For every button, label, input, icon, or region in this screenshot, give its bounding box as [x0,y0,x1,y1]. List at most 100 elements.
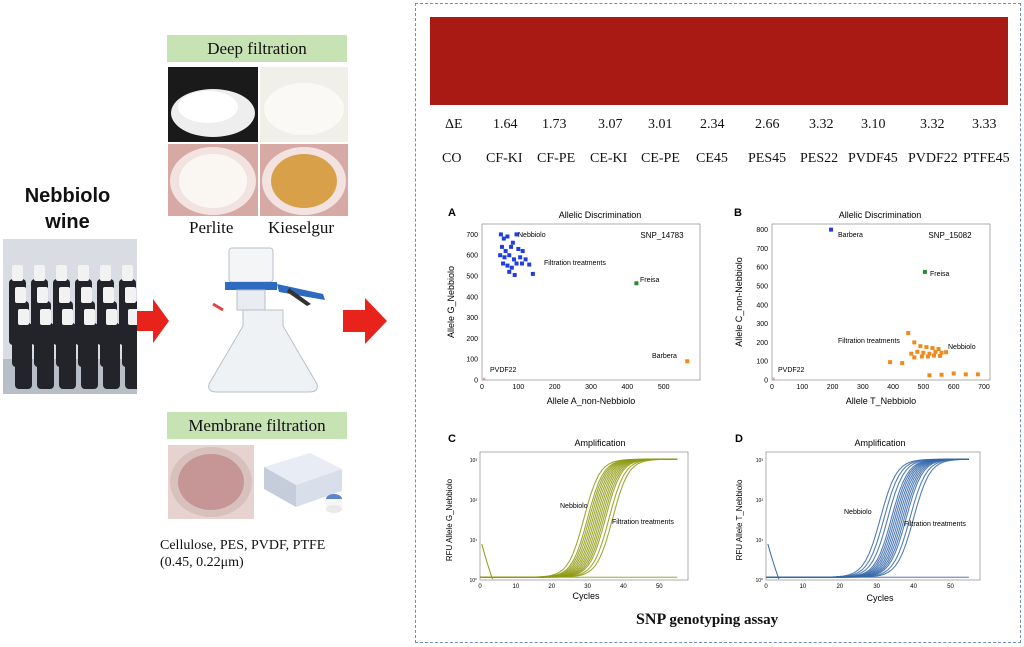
data-point [498,253,503,258]
x-tick-label: 100 [796,384,808,391]
delta-e-value: 1.64 [493,117,518,132]
results-panel [415,3,1021,643]
wine-title-line2: wine [45,211,90,233]
y-tick-label: 100 [466,357,478,364]
membrane-filter-photo [168,445,254,519]
x-tick-label: 200 [827,384,839,391]
x-tick-label: 300 [857,384,869,391]
sample-label: PES22 [800,151,839,166]
amplification-curve [481,543,494,580]
sample-label: CF-KI [486,151,523,166]
y-tick-label: 0 [764,378,768,385]
annotation-filtration-treatments: Filtration treatments [544,260,606,267]
data-point [925,354,930,359]
membrane-filtration-label: Membrane filtration [167,412,347,439]
y-tick-label: 10² [470,498,478,504]
y-tick-label: 400 [756,302,768,309]
data-point [927,373,932,378]
x-tick-label: 20 [836,584,843,590]
data-point [514,261,519,266]
annotation-barbera: Barbera [652,353,677,360]
data-point [530,271,535,276]
chart-title: Amplification [854,438,905,448]
sample-label: PTFE45 [963,151,1010,166]
y-tick-label: 700 [756,246,768,253]
data-point [888,360,893,365]
x-axis-label: Allele A_non-Nebbiolo [547,396,636,406]
snp-tag: SNP_14783 [640,231,684,240]
y-tick-label: 500 [756,284,768,291]
wine-color-bar [430,17,1008,105]
chart-title: Allelic Discrimination [839,210,922,220]
amplification-curve [766,458,969,578]
data-point [900,361,905,366]
x-tick-label: 700 [978,384,990,391]
membrane-materials: Cellulose, PES, PVDF, PTFE [160,538,326,553]
delta-e-value: 2.34 [700,117,725,132]
data-point [912,355,917,360]
annotation-nebbiolo: Nebbiolo [518,232,546,239]
data-point [511,257,516,262]
data-point [514,232,519,237]
annotation-nebbiolo: Nebbiolo [844,509,872,516]
panel-letter: A [448,207,456,219]
x-tick-label: 0 [764,584,768,590]
delta-e-value: 3.32 [809,117,834,132]
data-point [523,257,528,262]
data-point: × [772,377,776,383]
x-tick-label: 40 [620,584,627,590]
y-tick-label: 10² [756,498,764,504]
y-axis-label: Allele C_non-Nebbiolo [734,257,744,347]
data-point [509,244,514,249]
y-tick-label: 10° [755,578,763,584]
annotation-freisa: Freisa [930,271,950,278]
data-point [505,234,510,239]
data-point [516,246,521,251]
data-point [518,255,523,260]
arrow-icon [137,299,169,343]
y-tick-label: 200 [466,336,478,343]
data-point [505,263,510,268]
y-axis-label: Allele G_Nebbiolo [446,266,456,338]
y-tick-label: 10³ [470,458,478,464]
x-tick-label: 0 [478,584,482,590]
y-tick-label: 700 [466,232,478,239]
y-tick-label: 800 [756,227,768,234]
data-point [509,265,514,270]
x-tick-label: 600 [948,384,960,391]
deep-filtration-label: Deep filtration [167,35,347,62]
sample-label: CF-PE [537,151,576,166]
data-point [939,372,944,377]
delta-e-value: 1.73 [542,117,567,132]
x-tick-label: 300 [585,384,597,391]
sample-label: CE-KI [590,151,628,166]
panel-letter: B [734,207,742,219]
x-axis-label: Cycles [572,591,600,601]
y-tick-label: 10³ [756,458,764,464]
data-point [921,350,926,355]
vacuum-filtration-apparatus [193,244,333,394]
data-point [931,353,936,358]
data-point [939,350,944,355]
y-tick-label: 0 [474,378,478,385]
allelic-discrimination-chart-b: B Allelic Discrimination SNP_15082 0 100 2… [734,207,991,406]
amplification-curve [480,458,678,578]
y-tick-label: 600 [756,265,768,272]
arrow-icon [343,298,387,344]
kieselgur-filter-photo [260,144,348,216]
panel-letter: D [735,433,743,445]
perlite-filter-photo [168,144,258,216]
x-tick-label: 500 [918,384,930,391]
kieselgur-label: Kieselgur [268,218,335,237]
x-axis-label: Cycles [866,593,894,603]
snp-genotyping-title: SNP genotyping assay [636,611,778,629]
x-tick-label: 400 [887,384,899,391]
data-point [501,261,506,266]
x-tick-label: 40 [910,584,917,590]
delta-e-value: 2.66 [755,117,780,132]
footer-bold: SNP [636,611,666,628]
data-point [963,372,968,377]
data-point [909,351,914,356]
chart-title: Allelic Discrimination [559,210,642,220]
x-axis-label: Allele T_Nebbiolo [846,396,916,406]
